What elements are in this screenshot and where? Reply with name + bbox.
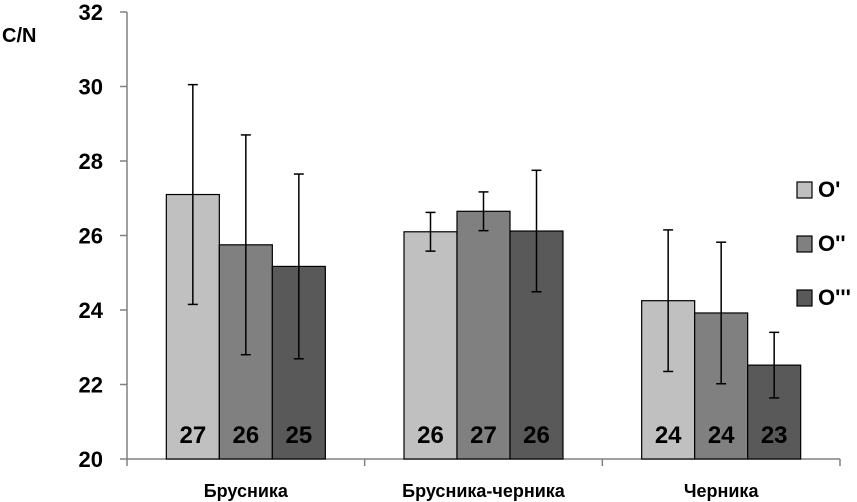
legend-label: O''': [818, 285, 851, 310]
legend-swatch: [796, 181, 813, 199]
data-label: 23: [761, 422, 788, 449]
legend-swatch: [796, 289, 813, 307]
y-tick-label: 22: [79, 373, 103, 398]
x-category-label: Брусника: [204, 481, 289, 501]
y-tick-label: 30: [79, 75, 103, 100]
data-label: 24: [708, 422, 735, 449]
data-label: 25: [285, 422, 312, 449]
legend-label: O'': [818, 231, 846, 256]
axes: 20 22 24 26 28 30 32 Брусника Брусника-черника Че…: [79, 0, 841, 501]
y-tick-label: 32: [79, 0, 103, 25]
bar: [403, 231, 458, 460]
y-tick-label: 28: [79, 149, 103, 174]
data-label: 27: [470, 422, 497, 449]
y-tick-label: 24: [79, 298, 104, 323]
y-axis-label: C/N: [2, 25, 36, 47]
legend-label: O': [818, 177, 840, 202]
bars: 27 26 25 26 27 26 24 24 23: [165, 83, 802, 460]
data-label: 26: [523, 422, 550, 449]
y-tick-label: 20: [79, 447, 103, 472]
data-label: 26: [232, 422, 259, 449]
bar: [456, 210, 511, 460]
data-label: 26: [417, 422, 444, 449]
x-category-label: Брусника-черника: [402, 481, 566, 501]
y-tick-label: 26: [79, 224, 103, 249]
data-label: 27: [179, 422, 206, 449]
data-label: 24: [655, 422, 682, 449]
legend-swatch: [796, 235, 813, 253]
x-category-label: Черника: [684, 481, 760, 501]
legend: O' O'' O''': [796, 177, 851, 310]
